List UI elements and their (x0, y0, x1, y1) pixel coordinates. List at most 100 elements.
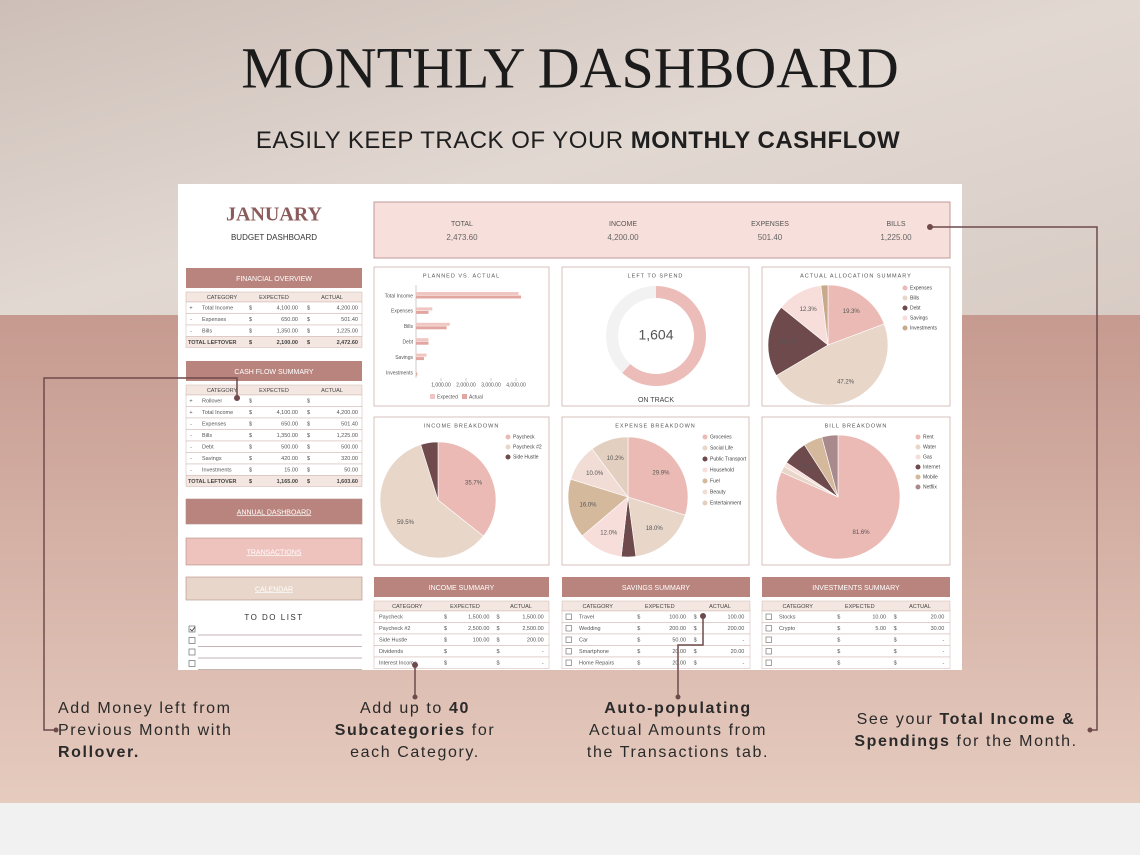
column-label: EXPECTED (645, 604, 675, 610)
category-label: Savings (395, 355, 413, 361)
cell: $ (249, 444, 252, 450)
cell: 420.00 (281, 456, 298, 462)
slice-label: 12.3% (800, 307, 818, 313)
pie-slice (627, 436, 689, 516)
cell: $ (444, 660, 447, 666)
nav-button[interactable] (185, 498, 363, 525)
cell: 2,500.00 (468, 626, 489, 632)
dot (53, 727, 59, 733)
cell: Smartphone (579, 649, 609, 655)
callouts: Add Money left from Previous Month with Ro… (58, 700, 1076, 761)
cell: 20.00 (931, 614, 945, 620)
todo-checkbox[interactable] (188, 637, 196, 644)
cell: Investments (202, 467, 232, 473)
callout-text: Add Money left from (58, 700, 232, 717)
cell: - (190, 421, 192, 427)
cell: 200.00 (527, 637, 544, 643)
cell: - (190, 433, 192, 439)
slice-label: 59.5% (397, 520, 415, 526)
legend-dot (505, 454, 511, 460)
cell: Expenses (202, 317, 226, 323)
total-row (185, 336, 363, 348)
slice-label: 29.9% (652, 470, 670, 476)
sheet-content: JANUARY BUDGET DASHBOARD TOTAL 2,473.60 INCO… (185, 201, 951, 670)
cell: $ (837, 614, 840, 620)
legend-label: Beauty (710, 489, 726, 495)
legend-swatch (462, 394, 467, 399)
status-label: ON TRACK (638, 397, 674, 404)
connectors (43, 226, 1098, 731)
cell: - (190, 467, 192, 473)
legend-label: Mobile (923, 474, 938, 480)
column-label: EXPECTED (450, 604, 480, 610)
cell: 501.40 (341, 421, 358, 427)
cell: $ (249, 456, 252, 462)
callout-text: 40 (449, 700, 470, 717)
cell: 650.00 (281, 317, 298, 323)
donut-segment (606, 286, 656, 373)
category-label: Total Income (385, 293, 414, 299)
legend-dot (505, 444, 511, 450)
cell: $ (497, 637, 500, 643)
legend-label: Water (923, 444, 936, 450)
pie-slice (379, 444, 484, 559)
total-cell: $ (249, 479, 252, 485)
legend-dot (915, 454, 921, 460)
dot (1087, 727, 1093, 733)
dot (700, 613, 706, 619)
dot (234, 395, 240, 401)
nav-button-label[interactable]: CALENDAR (255, 586, 293, 593)
page-title: MONTHLY DASHBOARD (241, 35, 898, 100)
nav-button[interactable] (185, 537, 363, 566)
cell: 100.00 (728, 614, 745, 620)
callout-line: Actual Amounts from (589, 722, 767, 739)
checkbox (565, 625, 572, 632)
callout-text: Auto-populating (604, 700, 752, 717)
connector-dots (53, 224, 1093, 733)
legend-dot (915, 474, 921, 480)
cell: $ (637, 649, 640, 655)
callout-text: Total Income & (939, 711, 1075, 728)
legend-label: Debt (910, 305, 921, 311)
total-label: TOTAL (451, 221, 473, 228)
legend-dot (702, 445, 708, 451)
donut-segment (622, 286, 707, 386)
slice-label: 35.7% (465, 480, 483, 486)
pie-slice (567, 478, 629, 537)
total-cell: $ (249, 340, 252, 346)
callout-text: the Transactions tab. (587, 744, 769, 761)
cell: $ (444, 637, 447, 643)
legend-label: Paycheck (513, 434, 535, 440)
cell: Crypto (779, 626, 795, 632)
nav-button-label[interactable]: ANNUAL DASHBOARD (237, 509, 311, 516)
cell: - (943, 649, 945, 655)
cell: $ (497, 614, 500, 620)
cell: $ (444, 626, 447, 632)
legend-dot (702, 467, 708, 473)
todo-title: TO DO LIST (244, 613, 303, 622)
nav-button-label[interactable]: TRANSACTIONS (247, 549, 302, 556)
cell: $ (307, 328, 310, 334)
cell: $ (307, 456, 310, 462)
checkbox (765, 625, 772, 632)
todo-checkbox[interactable] (188, 648, 196, 656)
cell: 4,200.00 (337, 410, 358, 416)
legend-label: Public Transport (710, 456, 747, 462)
page-subtitle: EASILY KEEP TRACK OF YOUR MONTHLY CASHFL… (256, 127, 900, 154)
nav-button[interactable] (185, 576, 363, 601)
todo-checkbox[interactable] (188, 660, 196, 667)
center-label: 1,604 (638, 327, 673, 343)
cell: 320.00 (341, 456, 358, 462)
total-value: 2,473.60 (446, 233, 478, 242)
cell: $ (637, 660, 640, 666)
bar (416, 341, 429, 345)
totals-box (373, 201, 951, 259)
todo-checkbox[interactable] (188, 625, 196, 633)
dot (412, 694, 418, 700)
cell: Travel (579, 614, 594, 620)
legend-dot (915, 464, 921, 470)
cell: 1,350.00 (277, 433, 298, 439)
cell: Total Income (202, 410, 233, 416)
table-header (562, 577, 750, 597)
cell: Stocks (779, 614, 796, 620)
